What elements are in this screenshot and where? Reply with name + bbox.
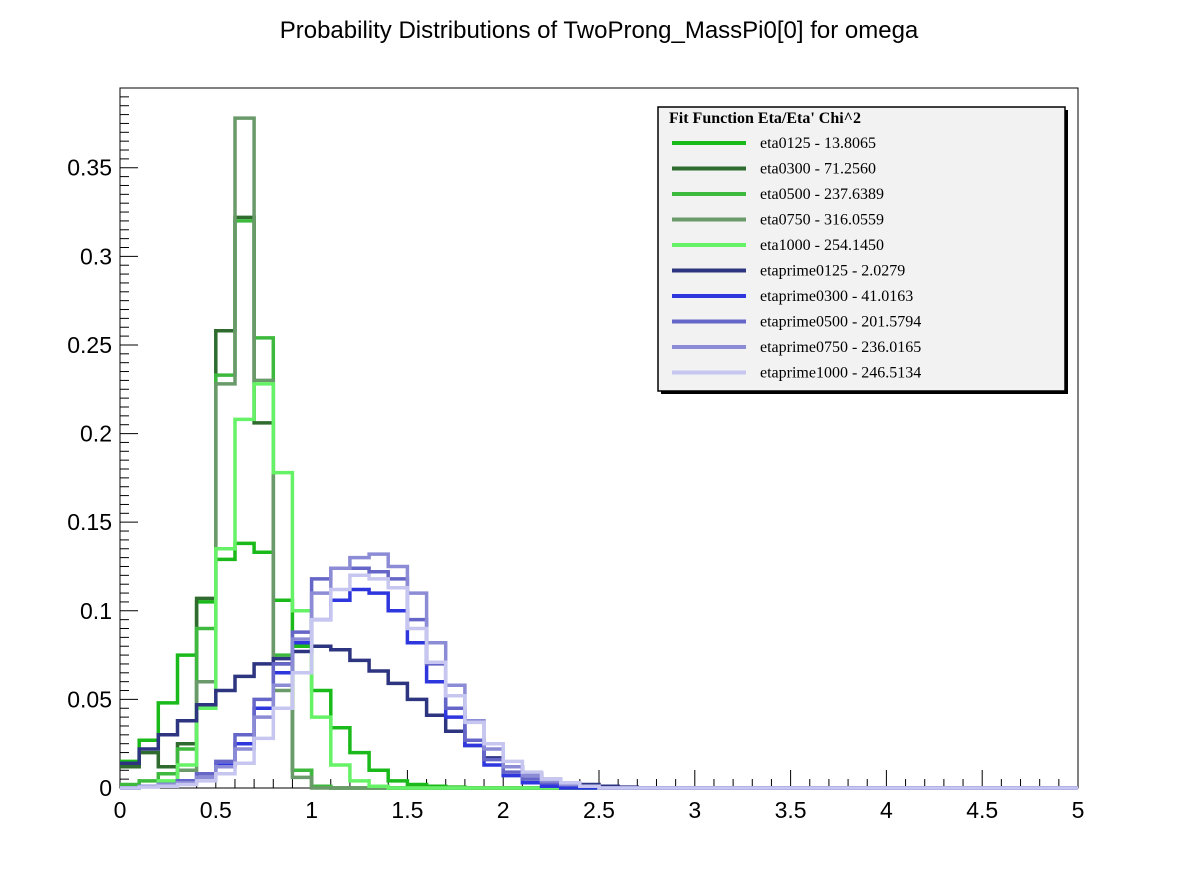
legend-label: eta0500 - 237.6389 <box>760 186 884 203</box>
x-tick-label: 4 <box>880 797 893 823</box>
series-line-9 <box>120 573 1078 790</box>
series-line-7 <box>120 566 1078 790</box>
legend-label: eta0300 - 71.2560 <box>760 161 876 178</box>
legend-label: etaprime0125 - 2.0279 <box>760 263 905 280</box>
legend-label: etaprime1000 - 246.5134 <box>760 365 921 382</box>
x-tick-label: 3 <box>688 797 701 823</box>
series-line-0 <box>120 541 1078 790</box>
series-line-4 <box>120 382 1078 790</box>
y-tick-label: 0.1 <box>80 598 112 624</box>
legend-label: etaprime0300 - 41.0163 <box>760 288 913 305</box>
x-tick-label: 2 <box>497 797 510 823</box>
x-tick-label: 0.5 <box>200 797 232 823</box>
legend-label: eta1000 - 254.1450 <box>760 237 884 254</box>
legend: Fit Function Eta/Eta' Chi^2 eta0125 - 13… <box>657 106 1068 394</box>
legend-label: etaprime0750 - 236.0165 <box>760 339 921 356</box>
x-tick-label: 1.5 <box>391 797 423 823</box>
x-tick-label: 3.5 <box>775 797 807 823</box>
y-tick-label: 0.2 <box>80 421 112 447</box>
y-tick-label: 0.3 <box>80 243 112 269</box>
y-tick-label: 0.25 <box>67 332 112 358</box>
x-tick-label: 4.5 <box>966 797 998 823</box>
legend-box <box>657 106 1066 392</box>
legend-label: eta0750 - 316.0559 <box>760 212 884 229</box>
series-line-8 <box>120 552 1078 790</box>
x-tick-label: 0 <box>114 797 127 823</box>
y-tick-label: 0 <box>99 775 112 801</box>
series-line-6 <box>120 587 1078 790</box>
legend-title: Fit Function Eta/Eta' Chi^2 <box>669 110 861 127</box>
legend-label: eta0125 - 13.8065 <box>760 135 876 152</box>
y-tick-label: 0.35 <box>67 155 112 181</box>
legend-label: etaprime0500 - 201.5794 <box>760 314 921 331</box>
chart-title: Probability Distributions of TwoProng_Ma… <box>280 17 919 44</box>
y-tick-label: 0.15 <box>67 509 112 535</box>
y-tick-label: 0.05 <box>67 686 112 712</box>
y-tick-labels: 0 0.05 0.1 0.15 0.2 0.25 0.3 0.35 <box>67 155 112 801</box>
x-tick-label: 2.5 <box>583 797 615 823</box>
series-group <box>120 116 1078 790</box>
x-tick-labels: 0 0.5 1 1.5 2 2.5 3 3.5 4 4.5 5 <box>114 797 1085 823</box>
x-tick-label: 1 <box>305 797 318 823</box>
x-tick-label: 5 <box>1072 797 1085 823</box>
